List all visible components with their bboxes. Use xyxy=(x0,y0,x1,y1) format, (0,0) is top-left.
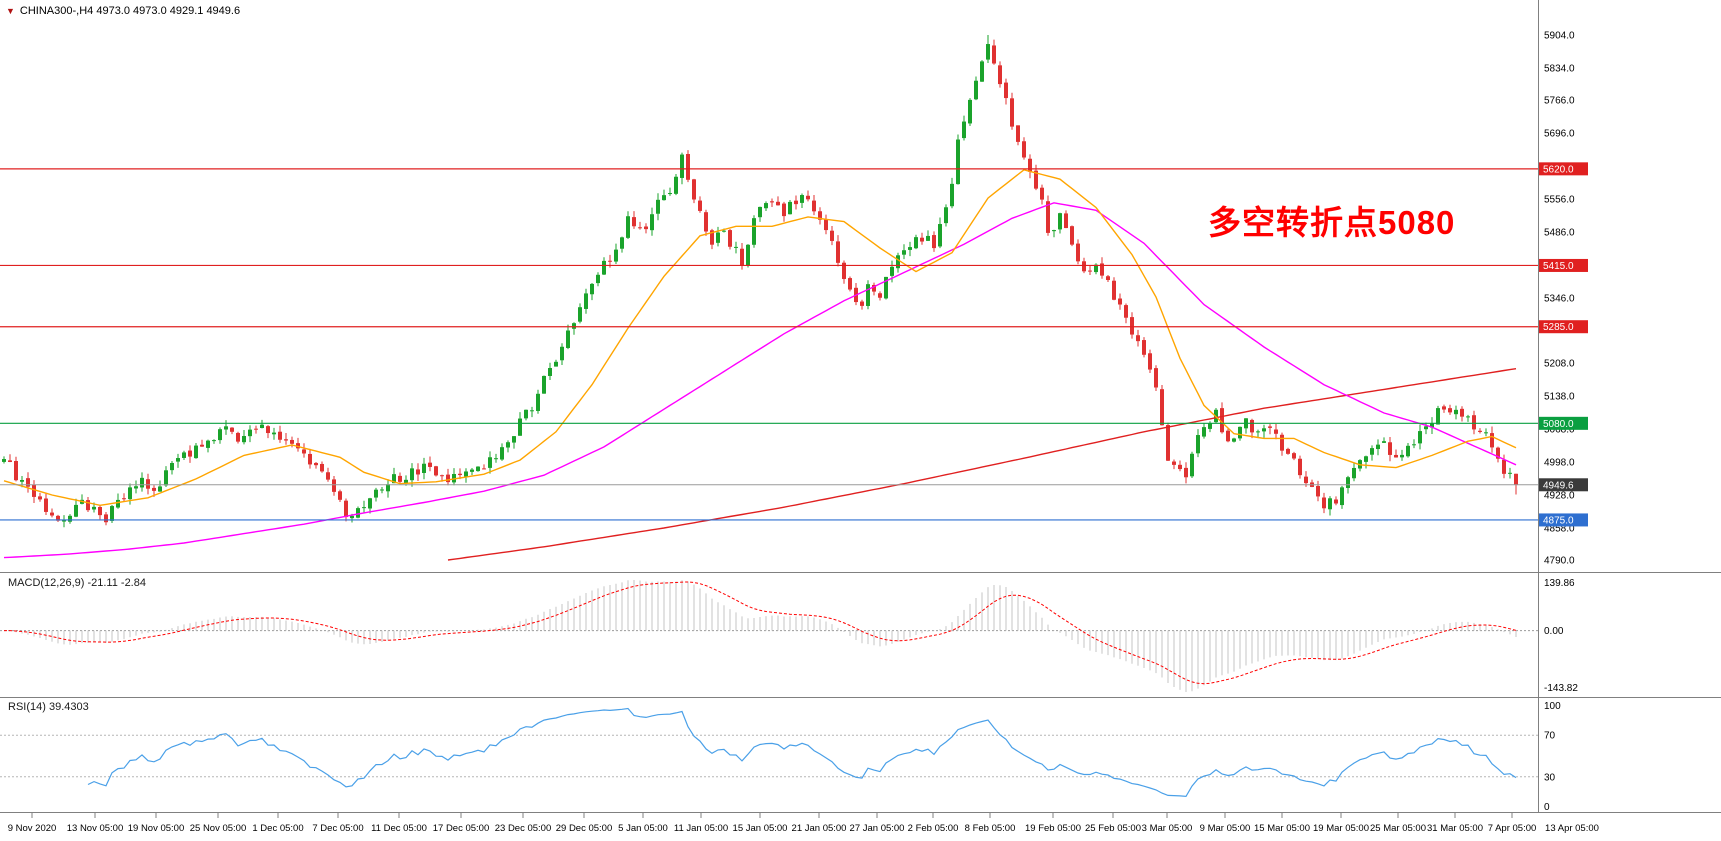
svg-text:5080.0: 5080.0 xyxy=(1543,419,1574,430)
time-axis-label: 7 Apr 05:00 xyxy=(1488,823,1537,834)
svg-text:4949.6: 4949.6 xyxy=(1543,480,1574,491)
time-axis-label: 25 Mar 05:00 xyxy=(1370,823,1426,834)
time-axis-label: 11 Jan 05:00 xyxy=(674,823,728,834)
rsi-line xyxy=(87,707,1517,798)
ma-slow-red-line xyxy=(447,368,1517,561)
price-tag xyxy=(1539,513,1588,527)
time-axis-label: 31 Mar 05:00 xyxy=(1427,823,1483,834)
time-axis-label: 17 Dec 05:00 xyxy=(433,823,490,834)
rsi-panel xyxy=(0,707,1538,798)
macd-axis-labels: 139.86 0.00 -143.82 xyxy=(1544,578,1578,694)
panel-borders xyxy=(0,0,1721,813)
time-axis-label: 15 Mar 05:00 xyxy=(1254,823,1310,834)
macd-panel xyxy=(0,580,1538,692)
price-axis-label: 5138.0 xyxy=(1544,391,1575,402)
time-axis-label: 3 Mar 05:00 xyxy=(1142,823,1193,834)
svg-text:5415.0: 5415.0 xyxy=(1543,261,1574,272)
time-axis-label: 21 Jan 05:00 xyxy=(792,823,847,834)
svg-text:5285.0: 5285.0 xyxy=(1543,322,1574,333)
time-axis-label: 9 Mar 05:00 xyxy=(1200,823,1251,834)
time-axis: 9 Nov 2020 13 Nov 05:00 19 Nov 05:00 25 Nov… xyxy=(8,813,1599,834)
macd-indicator-label: MACD(12,26,9) -21.11 -2.84 xyxy=(8,577,146,589)
time-axis-label: 8 Feb 05:00 xyxy=(965,823,1016,834)
rsi-axis-70: 70 xyxy=(1544,731,1556,742)
symbol-marker-icon[interactable]: ▼ xyxy=(6,5,15,16)
price-axis-label: 5208.0 xyxy=(1544,359,1575,370)
time-axis-label: 11 Dec 05:00 xyxy=(371,823,427,834)
price-axis-labels: 5904.0 5834.0 5766.0 5696.0 5556.0 5486.0 5346… xyxy=(1544,31,1575,567)
time-axis-label: 9 Nov 2020 xyxy=(8,823,57,834)
rsi-axis-labels: 100 70 30 0 xyxy=(1544,701,1561,813)
time-axis-label: 29 Dec 05:00 xyxy=(556,823,613,834)
time-axis-label: 13 Nov 05:00 xyxy=(67,823,124,834)
price-tag xyxy=(1539,162,1588,176)
time-axis-label: 19 Nov 05:00 xyxy=(128,823,185,834)
horizontal-level-lines xyxy=(0,168,1538,521)
price-axis-label: 5346.0 xyxy=(1544,293,1575,304)
price-tag xyxy=(1539,258,1588,272)
chart-annotation: 多空转折点5080 xyxy=(1208,204,1456,241)
price-axis-label: 5486.0 xyxy=(1544,227,1575,238)
time-axis-label: 2 Feb 05:00 xyxy=(908,823,959,834)
price-axis-label: 4928.0 xyxy=(1544,490,1575,501)
ma-fast-orange-line xyxy=(3,169,1517,507)
time-axis-label: 27 Jan 05:00 xyxy=(850,823,905,834)
macd-axis-min: -143.82 xyxy=(1544,683,1578,694)
symbol-ohlc-text: CHINA300-,H4 4973.0 4973.0 4929.1 4949.6 xyxy=(19,5,241,17)
price-axis-label: 5068.0 xyxy=(1544,424,1575,435)
time-axis-label: 19 Feb 05:00 xyxy=(1025,823,1081,834)
time-axis-label: 19 Mar 05:00 xyxy=(1313,823,1369,834)
time-axis-label: 7 Dec 05:00 xyxy=(312,823,363,834)
price-axis-label: 5834.0 xyxy=(1544,63,1575,74)
candles xyxy=(2,35,1518,528)
macd-axis-max: 139.86 xyxy=(1544,578,1575,589)
time-axis-label: 13 Apr 05:00 xyxy=(1545,823,1599,834)
macd-axis-zero: 0.00 xyxy=(1544,626,1564,637)
price-axis-label: 4998.0 xyxy=(1544,457,1575,468)
svg-text:4875.0: 4875.0 xyxy=(1543,515,1574,526)
time-axis-label: 25 Nov 05:00 xyxy=(190,823,247,834)
price-tags: 5620.0 5415.0 5285.0 5080.0 4875.0 4949.6 xyxy=(1539,162,1588,527)
time-axis-label: 25 Feb 05:00 xyxy=(1085,823,1141,834)
svg-text:5620.0: 5620.0 xyxy=(1543,164,1574,175)
rsi-axis-30: 30 xyxy=(1544,772,1556,783)
time-axis-label: 23 Dec 05:00 xyxy=(495,823,552,834)
price-axis-label: 4858.0 xyxy=(1544,523,1575,534)
price-tag xyxy=(1539,478,1588,492)
price-axis-label: 4790.0 xyxy=(1544,556,1575,567)
symbol-info-bar: ▼ CHINA300-,H4 4973.0 4973.0 4929.1 4949… xyxy=(6,5,240,17)
moving-averages xyxy=(3,169,1517,561)
rsi-axis-100: 100 xyxy=(1544,701,1561,712)
rsi-indicator-label: RSI(14) 39.4303 xyxy=(8,701,89,713)
rsi-axis-0: 0 xyxy=(1544,802,1550,813)
price-tag xyxy=(1539,416,1588,430)
macd-signal-line xyxy=(4,581,1517,685)
price-axis-label: 5556.0 xyxy=(1544,195,1575,206)
time-axis-label: 1 Dec 05:00 xyxy=(252,823,303,834)
ma-mid-magenta-line xyxy=(3,202,1517,559)
price-axis-label: 5904.0 xyxy=(1544,31,1575,42)
price-axis-label: 5766.0 xyxy=(1544,96,1575,107)
price-axis-label: 5696.0 xyxy=(1544,129,1575,140)
time-axis-label: 5 Jan 05:00 xyxy=(618,823,668,834)
time-axis-label: 15 Jan 05:00 xyxy=(733,823,788,834)
price-tag xyxy=(1539,320,1588,334)
